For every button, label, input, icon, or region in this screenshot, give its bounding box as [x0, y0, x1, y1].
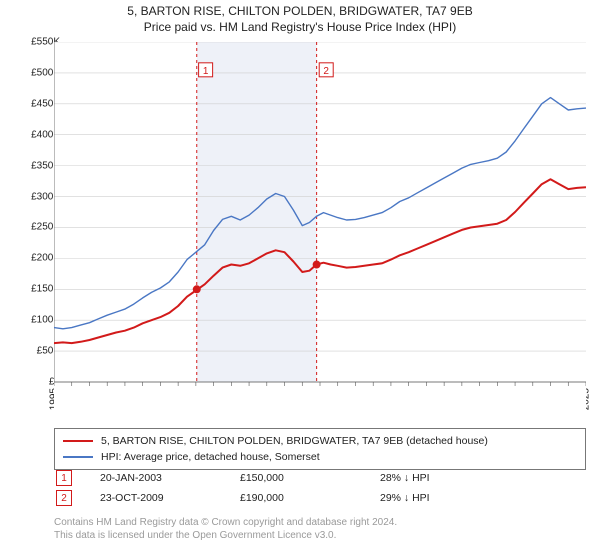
sale-price: £190,000	[240, 492, 380, 504]
legend-row: HPI: Average price, detached house, Some…	[63, 449, 577, 465]
legend-row: 5, BARTON RISE, CHILTON POLDEN, BRIDGWAT…	[63, 433, 577, 449]
sale-marker-box: 1	[56, 470, 72, 486]
legend-label: 5, BARTON RISE, CHILTON POLDEN, BRIDGWAT…	[101, 435, 488, 447]
legend: 5, BARTON RISE, CHILTON POLDEN, BRIDGWAT…	[54, 428, 586, 470]
line-chart: 12	[54, 42, 586, 412]
legend-label: HPI: Average price, detached house, Some…	[101, 451, 320, 463]
svg-text:1: 1	[203, 66, 209, 77]
sale-row: 1 20-JAN-2003£150,00028% ↓ HPI	[54, 468, 586, 488]
title-subtitle: Price paid vs. HM Land Registry's House …	[0, 20, 600, 34]
sale-delta: 28% ↓ HPI	[380, 472, 520, 484]
sale-row: 2 23-OCT-2009£190,00029% ↓ HPI	[54, 488, 586, 508]
title-address: 5, BARTON RISE, CHILTON POLDEN, BRIDGWAT…	[0, 4, 600, 18]
legend-swatch	[63, 456, 93, 457]
sale-date: 23-OCT-2009	[100, 492, 240, 504]
chart-container: 5, BARTON RISE, CHILTON POLDEN, BRIDGWAT…	[0, 0, 600, 560]
footnote-line2: This data is licensed under the Open Gov…	[54, 529, 397, 542]
svg-text:2: 2	[323, 66, 329, 77]
sale-date: 20-JAN-2003	[100, 472, 240, 484]
footnote: Contains HM Land Registry data © Crown c…	[54, 516, 397, 542]
sale-marker-box: 2	[56, 490, 72, 506]
chart-titles: 5, BARTON RISE, CHILTON POLDEN, BRIDGWAT…	[0, 0, 600, 34]
sale-price: £150,000	[240, 472, 380, 484]
legend-swatch	[63, 440, 93, 442]
footnote-line1: Contains HM Land Registry data © Crown c…	[54, 516, 397, 529]
sales-table: 1 20-JAN-2003£150,00028% ↓ HPI 2 23-OCT-200…	[54, 468, 586, 508]
sale-delta: 29% ↓ HPI	[380, 492, 520, 504]
